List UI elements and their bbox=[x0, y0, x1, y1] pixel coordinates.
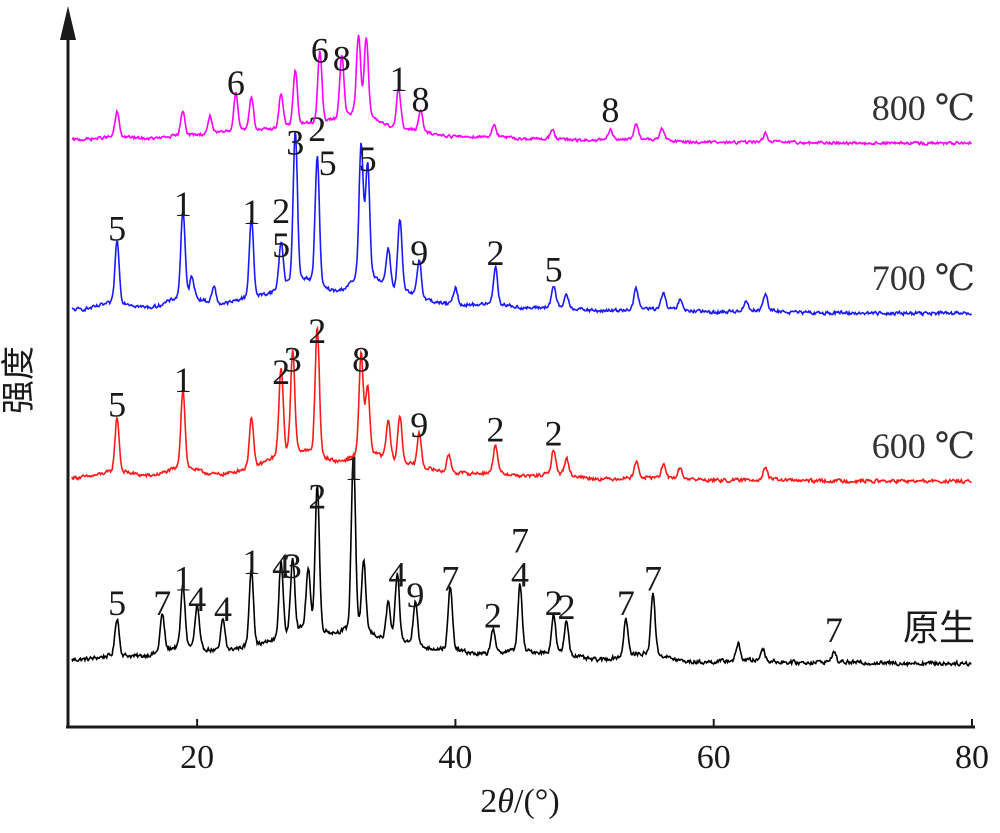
peak-label: 3 bbox=[284, 546, 302, 586]
peak-label: 5 bbox=[108, 583, 126, 623]
peak-label: 7 bbox=[825, 610, 843, 650]
peak-label: 3 bbox=[284, 340, 302, 380]
y-axis-arrow bbox=[60, 6, 76, 40]
x-tick-label: 20 bbox=[180, 739, 214, 776]
x-tick-label: 80 bbox=[955, 739, 989, 776]
series-line bbox=[71, 34, 972, 146]
peak-label: 2 bbox=[545, 413, 563, 453]
x-ticks: 20 40 60 80 bbox=[180, 719, 989, 776]
peak-label: 1 bbox=[174, 184, 192, 224]
peak-label: 2 bbox=[557, 587, 575, 627]
peak-label: 7 bbox=[511, 520, 529, 560]
peak-label: 8 bbox=[333, 39, 351, 79]
peak-label: 2 bbox=[272, 191, 290, 231]
peak-label: 9 bbox=[410, 405, 428, 445]
peak-label: 8 bbox=[412, 80, 430, 120]
peak-label: 2 bbox=[272, 352, 290, 392]
peak-label: 4 bbox=[388, 554, 406, 594]
series-name-label: 700 ℃ bbox=[872, 258, 975, 298]
peak-label: 9 bbox=[410, 233, 428, 273]
peak-label: 3 bbox=[286, 122, 304, 162]
y-axis-title: 强度 bbox=[0, 346, 38, 414]
peak-label: 4 bbox=[272, 546, 290, 586]
peak-label: 8 bbox=[352, 340, 370, 380]
peak-label: 7 bbox=[441, 559, 459, 599]
peak-label: 2 bbox=[308, 311, 326, 351]
peak-label: 4 bbox=[214, 589, 232, 629]
peak-label: 1 bbox=[174, 360, 192, 400]
x-tick-label: 40 bbox=[438, 739, 472, 776]
peak-label: 2 bbox=[484, 595, 502, 635]
series-name-label: 原生 bbox=[903, 608, 975, 648]
peak-label: 7 bbox=[644, 559, 662, 599]
peak-label: 6 bbox=[311, 30, 329, 70]
x-axis-title: 2θ/(°) bbox=[480, 783, 559, 820]
peak-label: 5 bbox=[272, 225, 290, 265]
peak-label: 5 bbox=[108, 385, 126, 425]
peak-label: 8 bbox=[601, 90, 619, 130]
peak-label: 1 bbox=[174, 559, 192, 599]
peak-label: 2 bbox=[486, 409, 504, 449]
series-line bbox=[71, 456, 972, 668]
peak-label: 2 bbox=[486, 233, 504, 273]
series-name-label: 800 ℃ bbox=[872, 88, 975, 128]
peak-label: 9 bbox=[406, 575, 424, 615]
x-tick-label: 60 bbox=[697, 739, 731, 776]
series-line bbox=[71, 325, 972, 485]
y-axis bbox=[60, 6, 76, 728]
peak-label: 1 bbox=[242, 542, 260, 582]
peak-label: 1 bbox=[242, 192, 260, 232]
peak-label: 4 bbox=[511, 554, 529, 594]
peak-label: 6 bbox=[227, 63, 245, 103]
peak-label: 7 bbox=[617, 583, 635, 623]
peak-label: 2 bbox=[545, 583, 563, 623]
series-3: 66 818 8 800 ℃ bbox=[71, 30, 975, 146]
series-2: 51 1 253 25 59 2 5 700 ℃ bbox=[71, 109, 975, 317]
peak-label: 5 bbox=[359, 139, 377, 179]
peak-label: 2 bbox=[308, 477, 326, 517]
series-line bbox=[71, 131, 973, 317]
peak-label: 7 bbox=[153, 583, 171, 623]
peak-label: 2 bbox=[308, 109, 326, 149]
peak-label: 5 bbox=[319, 143, 337, 183]
series-name-label: 600 ℃ bbox=[872, 426, 975, 466]
peak-label: 1 bbox=[390, 59, 408, 99]
peak-label: 5 bbox=[108, 209, 126, 249]
peak-label: 5 bbox=[545, 250, 563, 290]
peak-label: 4 bbox=[188, 579, 206, 619]
